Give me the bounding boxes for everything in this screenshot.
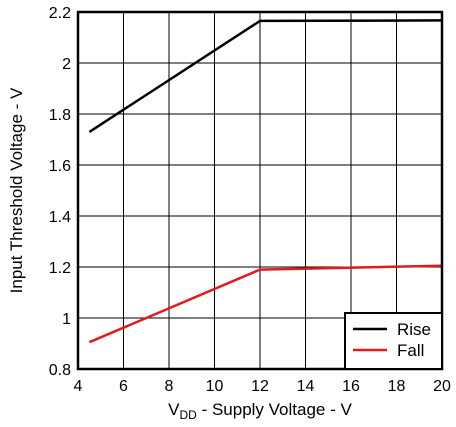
y-tick-label: 1 xyxy=(62,311,71,328)
x-tick-label: 20 xyxy=(433,378,451,395)
x-tick-label: 16 xyxy=(342,378,360,395)
legend-box xyxy=(344,312,443,370)
grid xyxy=(78,12,442,369)
x-tick-label: 10 xyxy=(206,378,224,395)
x-tick-label: 4 xyxy=(74,378,83,395)
legend-label-rise: Rise xyxy=(397,320,431,339)
plot-frame xyxy=(76,10,444,371)
y-tick-label: 1.2 xyxy=(49,260,71,277)
y-tick-label: 2 xyxy=(62,56,71,73)
x-tick-label: 6 xyxy=(119,378,128,395)
x-axis-label-rest: - Supply Voltage - V xyxy=(197,400,353,419)
legend: Rise Fall xyxy=(344,312,443,370)
x-tick-labels: 4 6 8 10 12 14 16 18 20 xyxy=(74,378,451,395)
series-lines xyxy=(88,19,443,344)
x-axis-label: VDD - Supply Voltage - V xyxy=(168,400,352,422)
series-line-rise xyxy=(88,19,443,133)
series-line-fall xyxy=(88,264,443,344)
y-tick-label: 1.6 xyxy=(49,158,71,175)
y-tick-label: 1.4 xyxy=(49,209,71,226)
x-tick-label: 14 xyxy=(297,378,315,395)
y-tick-label: 2.2 xyxy=(49,5,71,22)
x-axis-label-subscript: DD xyxy=(180,408,198,422)
x-tick-label: 12 xyxy=(251,378,269,395)
legend-label-fall: Fall xyxy=(397,341,424,360)
x-axis-label-main: V xyxy=(168,400,180,419)
y-tick-label: 0.8 xyxy=(49,362,71,379)
x-tick-label: 18 xyxy=(388,378,406,395)
y-tick-labels: 0.8 1 1.2 1.4 1.6 1.8 2 2.2 xyxy=(49,5,71,379)
y-tick-label: 1.8 xyxy=(49,107,71,124)
x-tick-label: 8 xyxy=(165,378,174,395)
y-axis-label: Input Threshold Voltage - V xyxy=(7,87,26,293)
